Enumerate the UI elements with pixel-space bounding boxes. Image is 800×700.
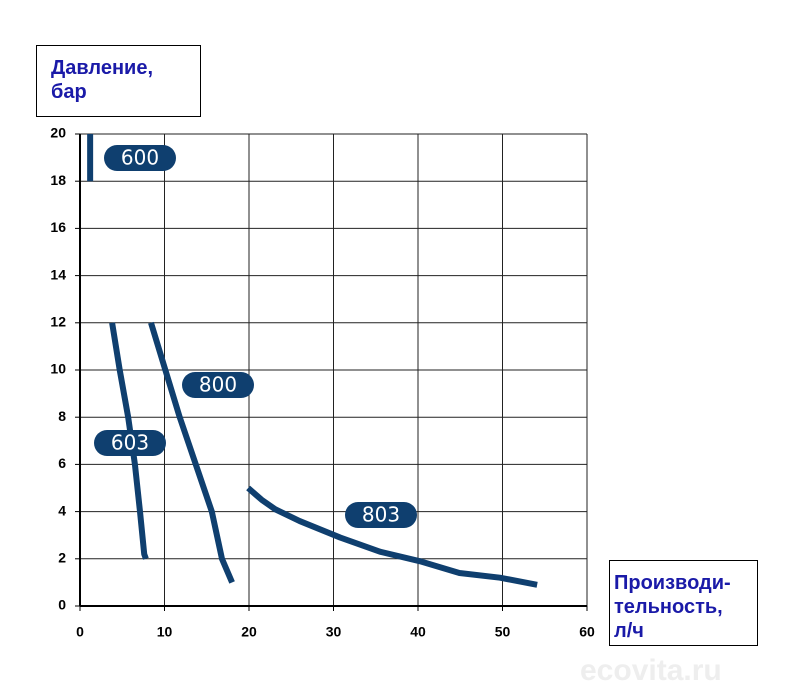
x-tick-label: 20	[241, 624, 257, 640]
y-tick-label: 8	[58, 408, 66, 424]
y-tick-label: 4	[58, 502, 66, 518]
y-tick-label: 0	[58, 597, 66, 613]
y-tick-label: 6	[58, 455, 66, 471]
x-tick-label: 0	[76, 624, 84, 640]
series-line	[246, 485, 538, 588]
axis-title-line: бар	[51, 81, 87, 103]
series-line	[109, 322, 149, 560]
legend-pill	[345, 502, 417, 528]
y-tick-label: 18	[50, 172, 66, 188]
legend-label: 603	[111, 431, 149, 455]
legend-pill	[94, 430, 166, 456]
y-tick-label: 16	[50, 219, 66, 235]
legend-label: 803	[362, 503, 400, 527]
x-tick-label: 40	[410, 624, 426, 640]
x-tick-label: 30	[326, 624, 342, 640]
y-tick-label: 14	[50, 266, 66, 282]
axis-title-line: Давление,	[51, 57, 154, 79]
legend-label: 600	[121, 146, 159, 170]
legend-pill	[104, 145, 176, 171]
x-tick-label: 10	[157, 624, 173, 640]
x-axis-title: Производи-тельность, л/ч	[609, 560, 758, 646]
x-tick-label: 50	[495, 624, 511, 640]
axis-title-line: тельность,	[614, 596, 723, 618]
y-tick-label: 2	[58, 550, 66, 566]
axis-title-line: л/ч	[614, 620, 644, 642]
y-axis-title: Давление, бар	[36, 45, 201, 117]
series-line	[148, 321, 235, 584]
watermark: ecovita.ru	[580, 654, 722, 687]
axis-title-line: Производи-	[614, 572, 731, 594]
y-tick-label: 20	[50, 125, 66, 141]
legend-pill	[182, 372, 254, 398]
y-tick-label: 10	[50, 361, 66, 377]
y-tick-label: 12	[50, 314, 66, 330]
legend-label: 800	[199, 373, 237, 397]
x-tick-label: 60	[579, 624, 595, 640]
